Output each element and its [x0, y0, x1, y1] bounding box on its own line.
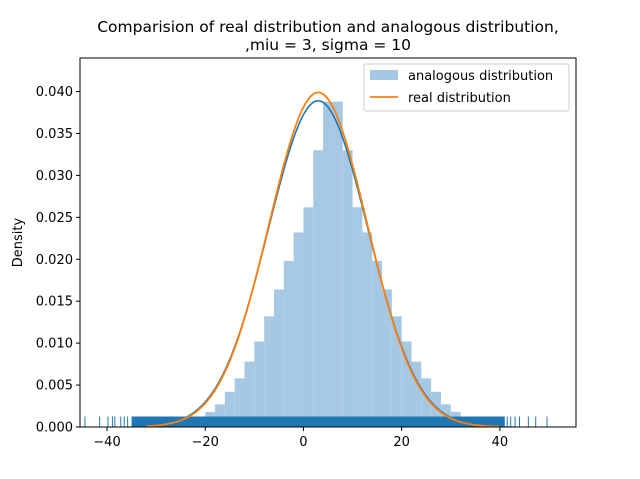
histogram-bar: [342, 150, 353, 427]
histogram-bar: [283, 260, 294, 427]
histogram-bar: [303, 207, 314, 427]
histogram-bar: [254, 341, 265, 427]
y-tick-label: 0.030: [36, 169, 73, 184]
y-tick-label: 0.040: [36, 85, 73, 100]
histogram-bars: [146, 101, 515, 427]
axes-frame: [79, 57, 577, 428]
histogram-bar: [362, 232, 373, 427]
y-tick-label: 0.025: [36, 211, 73, 226]
histogram-bar: [313, 150, 324, 427]
plot-area: [84, 91, 548, 428]
histogram-bar: [215, 404, 225, 427]
title-line-2: ,miu = 3, sigma = 10: [245, 36, 411, 54]
x-tick-label: 40: [492, 435, 509, 450]
histogram-bar: [332, 101, 343, 427]
histogram-bar: [244, 361, 255, 427]
x-tick-label: −40: [93, 435, 120, 450]
histogram-bar: [273, 289, 284, 427]
x-tick-label: 20: [393, 435, 410, 450]
histogram-bar: [401, 341, 412, 427]
histogram-bar: [352, 207, 363, 427]
y-tick-label: 0.020: [36, 253, 73, 268]
y-axis-label: Density: [11, 217, 26, 267]
legend-box: [363, 63, 570, 112]
x-tick-label: −20: [192, 435, 219, 450]
histogram-bar: [391, 316, 402, 427]
x-tick-label: 0: [299, 435, 307, 450]
y-tick-label: 0.010: [36, 337, 73, 352]
chart-title: Comparision of real distribution and ana…: [97, 18, 559, 54]
histogram-bar: [224, 391, 235, 427]
y-tick-label: 0.015: [36, 295, 73, 310]
y-axis-ticks: 0.000 0.005 0.010 0.015 0.020 0.025 0.030 0.035…: [36, 85, 80, 436]
legend: analogous distribution real distribution: [363, 63, 570, 112]
y-tick-label: 0.035: [36, 127, 73, 142]
histogram-bar: [264, 316, 274, 427]
histogram-bar: [382, 289, 392, 427]
legend-label-real: real distribution: [408, 91, 511, 106]
legend-swatch-analogous: [370, 70, 398, 80]
real-distribution-line: [146, 91, 500, 428]
histogram-bar: [293, 232, 304, 427]
histogram-bar: [411, 361, 422, 427]
x-axis-ticks: −40 −20 0 20 40: [93, 427, 508, 450]
histogram-bar: [421, 378, 432, 427]
y-tick-label: 0.005: [36, 379, 73, 394]
histogram-bar: [323, 101, 333, 427]
histogram-bar: [234, 378, 245, 427]
rug-marks: [84, 416, 548, 427]
legend-label-analogous: analogous distribution: [408, 69, 553, 84]
histogram-bar: [372, 260, 383, 427]
rug-dense-band: [131, 416, 505, 427]
y-tick-label: 0.000: [36, 421, 73, 436]
title-line-1: Comparision of real distribution and ana…: [97, 18, 559, 36]
